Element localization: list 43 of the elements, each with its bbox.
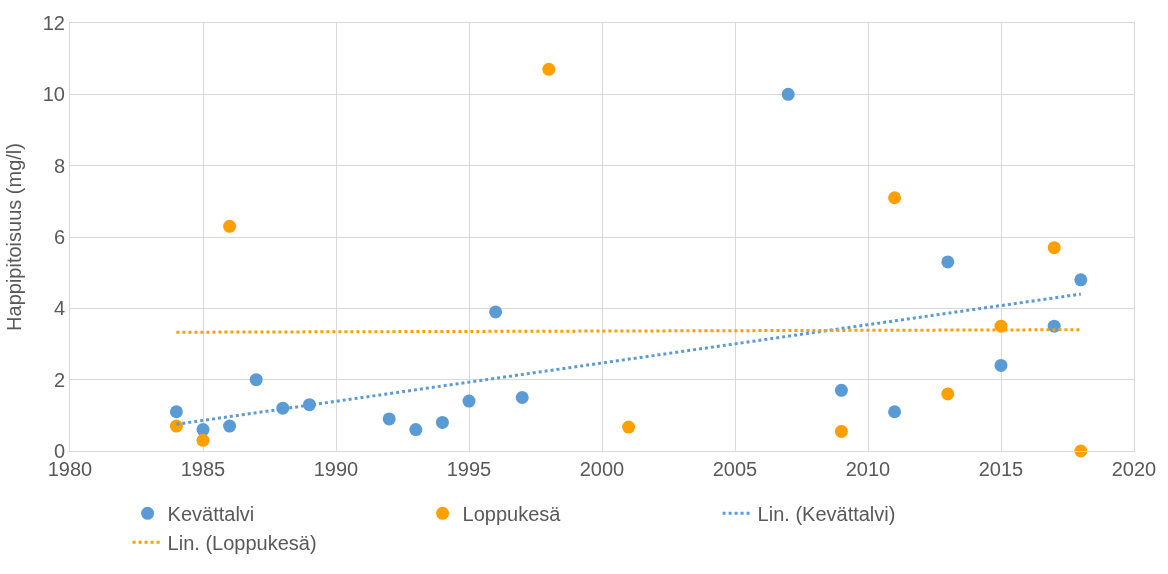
point	[462, 394, 476, 408]
point	[941, 255, 955, 269]
point	[515, 391, 529, 404]
y-tick-label: 4	[53, 297, 65, 320]
legend-label: Lin. (Kevättalvi)	[757, 503, 896, 526]
x-tick-label: 1990	[313, 458, 359, 480]
legend-label: Loppukesä	[462, 503, 562, 526]
y-tick-label: 2	[53, 368, 65, 391]
point	[888, 405, 902, 419]
x-tick-label: 2015	[978, 458, 1024, 480]
point	[542, 62, 556, 76]
point	[249, 373, 263, 387]
x-tick-label: 2010	[845, 458, 891, 480]
point	[781, 87, 795, 101]
point	[1047, 241, 1061, 255]
point	[834, 383, 848, 397]
point	[435, 415, 449, 429]
point	[409, 423, 423, 437]
y-tick-label: 8	[53, 154, 65, 177]
point	[223, 219, 237, 233]
point	[223, 419, 237, 433]
legend-label: Kevättalvi	[167, 503, 255, 526]
point	[994, 358, 1008, 372]
x-tick-label: 1995	[446, 458, 492, 480]
legend-label: Lin. (Loppukesä)	[167, 532, 317, 555]
point	[489, 305, 503, 319]
point	[169, 419, 183, 433]
x-tick-label: 2000	[579, 458, 625, 480]
point	[196, 433, 210, 447]
point	[382, 412, 396, 426]
y-tick-label: 10	[42, 83, 65, 106]
point	[169, 405, 183, 419]
y-tick-label: 12	[42, 12, 65, 34]
x-tick-label: 1985	[180, 458, 226, 480]
x-tick-label: 2005	[712, 458, 758, 480]
point	[888, 191, 902, 205]
y-axis-title: Happipitoisuus (mg/l)	[3, 143, 26, 331]
point	[622, 420, 636, 434]
y-tick-label: 6	[53, 226, 65, 248]
point	[834, 424, 848, 438]
point	[941, 387, 955, 401]
point	[1074, 273, 1088, 287]
x-tick-label: 2020	[1111, 458, 1157, 480]
